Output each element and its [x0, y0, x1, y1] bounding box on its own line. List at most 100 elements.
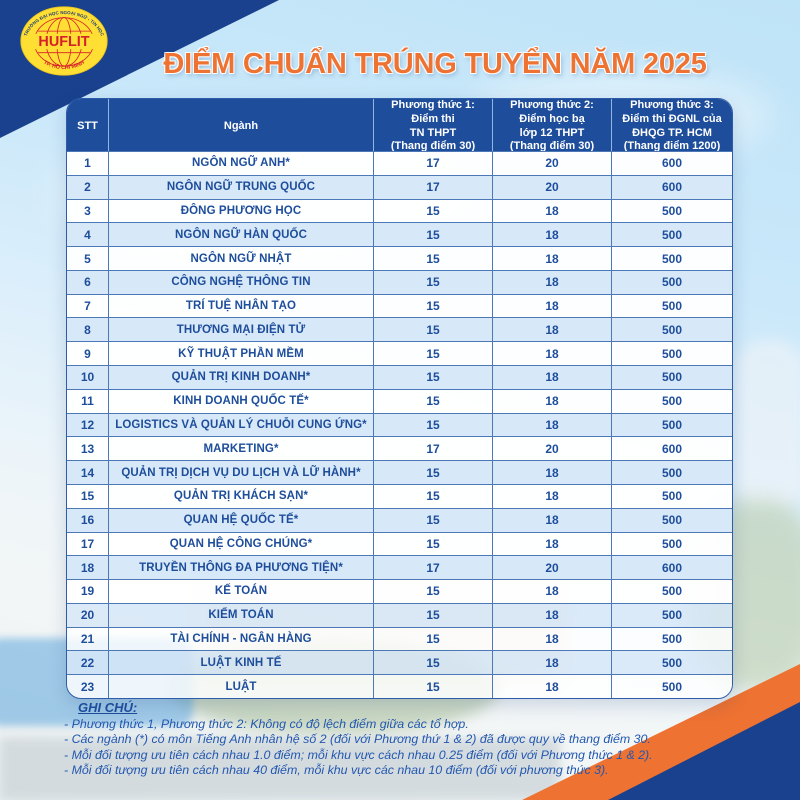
row-method2-score: 20: [492, 152, 611, 175]
row-method2-score: 18: [492, 484, 611, 508]
table-row: 12 LOGISTICS VÀ QUẢN LÝ CHUỖI CUNG ỨNG* …: [67, 412, 732, 437]
row-method2-score: 18: [492, 270, 611, 294]
page-title: ĐIỂM CHUẨN TRÚNG TUYỂN NĂM 2025: [163, 48, 707, 80]
row-stt: 11: [81, 394, 94, 409]
table-row: 23 LUẬT 15 18 500: [67, 674, 732, 698]
row-method3-score: 500: [611, 532, 732, 556]
row-major-name: NGÔN NGỮ NHẬT: [108, 247, 373, 270]
row-method2-score: 18: [492, 247, 611, 270]
table-row: 10 QUẢN TRỊ KINH DOANH* 15 18 500: [67, 365, 732, 389]
row-major-name: KỸ THUẬT PHẦN MỀM: [108, 342, 373, 366]
row-stt: 21: [80, 632, 95, 647]
table-row: 22 LUẬT KINH TẾ 15 18 500: [67, 650, 732, 675]
row-method2-score: 18: [492, 318, 611, 342]
row-stt: 10: [80, 370, 95, 385]
table-row: 19 KẾ TOÁN 15 18 500: [67, 579, 732, 603]
row-major-name: KIỂM TOÁN: [108, 603, 373, 627]
background-building: [735, 340, 800, 510]
row-stt: 19: [80, 584, 95, 599]
row-major-name: NGÔN NGỮ TRUNG QUỐC: [108, 175, 373, 199]
row-major-name: LOGISTICS VÀ QUẢN LÝ CHUỖI CUNG ỨNG*: [108, 413, 373, 437]
row-major-name: NGÔN NGỮ HÀN QUỐC: [108, 223, 373, 247]
row-method1-score: 15: [373, 366, 492, 389]
row-method2-score: 18: [492, 223, 611, 247]
row-method1-score: 15: [373, 413, 492, 437]
row-method2-score: 18: [492, 675, 611, 698]
logo-name: HUFLIT: [38, 34, 89, 50]
logo-arc-bottom-text: TP. HỒ CHÍ MINH: [42, 60, 85, 71]
row-stt: 3: [84, 203, 91, 218]
row-method1-score: 15: [373, 342, 492, 366]
note-line: - Phương thức 1, Phương thức 2: Không có…: [64, 717, 469, 731]
row-method1-score: 15: [373, 389, 492, 413]
row-stt: 1: [84, 156, 91, 171]
header-stt: STT: [77, 119, 98, 132]
row-major-name: QUẢN TRỊ KINH DOANH*: [108, 366, 373, 389]
row-method2-score: 18: [492, 342, 611, 366]
row-method1-score: 15: [373, 223, 492, 247]
row-major-name: LUẬT KINH TẾ: [108, 651, 373, 675]
row-method3-score: 500: [611, 389, 732, 413]
row-major-name: LUẬT: [108, 675, 373, 698]
row-major-name: MARKETING*: [108, 437, 373, 461]
row-method3-score: 500: [611, 627, 732, 651]
row-major-name: KINH DOANH QUỐC TẾ*: [108, 389, 373, 413]
row-method3-score: 500: [611, 484, 732, 508]
row-method2-score: 18: [492, 651, 611, 675]
row-major-name: KẾ TOÁN: [108, 580, 373, 603]
row-method3-score: 500: [611, 318, 732, 342]
table-row: 21 TÀI CHÍNH - NGÂN HÀNG 15 18 500: [67, 626, 732, 651]
row-major-name: QUẢN TRỊ DỊCH VỤ DU LỊCH VÀ LỮ HÀNH*: [108, 461, 373, 484]
row-method3-score: 500: [611, 508, 732, 532]
row-method3-score: 500: [611, 366, 732, 389]
row-method2-score: 20: [492, 437, 611, 461]
table-row: 18 TRUYỀN THÔNG ĐA PHƯƠNG TIỆN* 17 20 60…: [67, 555, 732, 580]
row-method3-score: 500: [611, 342, 732, 366]
row-method1-score: 15: [373, 532, 492, 556]
row-method3-score: 500: [611, 413, 732, 437]
row-major-name: TRÍ TUỆ NHÂN TẠO: [108, 294, 373, 318]
background-road: [0, 738, 560, 800]
logo-band: [32, 33, 96, 50]
row-method2-score: 18: [492, 532, 611, 556]
row-major-name: ĐÔNG PHƯƠNG HỌC: [108, 199, 373, 223]
table-row: 7 TRÍ TUỆ NHÂN TẠO 15 18 500: [67, 293, 732, 318]
row-method2-score: 18: [492, 603, 611, 627]
row-method2-score: 18: [492, 366, 611, 389]
row-stt: 9: [84, 346, 91, 361]
row-method1-score: 17: [373, 152, 492, 175]
row-method1-score: 15: [373, 580, 492, 603]
row-method1-score: 15: [373, 484, 492, 508]
table-row: 17 QUAN HỆ CÔNG CHÚNG* 15 18 500: [67, 531, 732, 556]
row-major-name: CÔNG NGHỆ THÔNG TIN: [108, 270, 373, 294]
row-method2-score: 18: [492, 389, 611, 413]
table-row: 1 NGÔN NGỮ ANH* 17 20 600: [67, 151, 732, 175]
row-stt: 13: [80, 441, 95, 456]
row-stt: 5: [84, 251, 91, 266]
row-method3-score: 500: [611, 580, 732, 603]
row-stt: 4: [84, 227, 91, 242]
row-method2-score: 18: [492, 461, 611, 484]
table-row: 8 THƯƠNG MẠI ĐIỆN TỬ 15 18 500: [67, 317, 732, 342]
row-major-name: TRUYỀN THÔNG ĐA PHƯƠNG TIỆN*: [108, 556, 373, 580]
row-stt: 20: [80, 608, 95, 623]
notes-label: GHI CHÚ:: [78, 700, 138, 715]
row-method2-score: 20: [492, 556, 611, 580]
table-row: 5 NGÔN NGỮ NHẬT 15 18 500: [67, 246, 732, 270]
row-stt: 16: [80, 513, 95, 528]
row-method2-score: 18: [492, 580, 611, 603]
row-method1-score: 15: [373, 508, 492, 532]
row-method3-score: 500: [611, 461, 732, 484]
row-method1-score: 15: [373, 318, 492, 342]
row-method2-score: 20: [492, 175, 611, 199]
row-major-name: THƯƠNG MẠI ĐIỆN TỬ: [108, 318, 373, 342]
row-method3-score: 500: [611, 270, 732, 294]
huflit-logo: TRƯỜNG ĐẠI HỌC NGOẠI NGỮ - TIN HỌC HUFLI…: [19, 5, 109, 77]
row-major-name: NGÔN NGỮ ANH*: [108, 152, 373, 175]
row-method1-score: 15: [373, 675, 492, 698]
table-row: 20 KIỂM TOÁN 15 18 500: [67, 602, 732, 627]
note-line: - Các ngành (*) có môn Tiếng Anh nhân hệ…: [64, 732, 651, 747]
row-method2-score: 18: [492, 199, 611, 223]
row-method3-score: 500: [611, 651, 732, 675]
